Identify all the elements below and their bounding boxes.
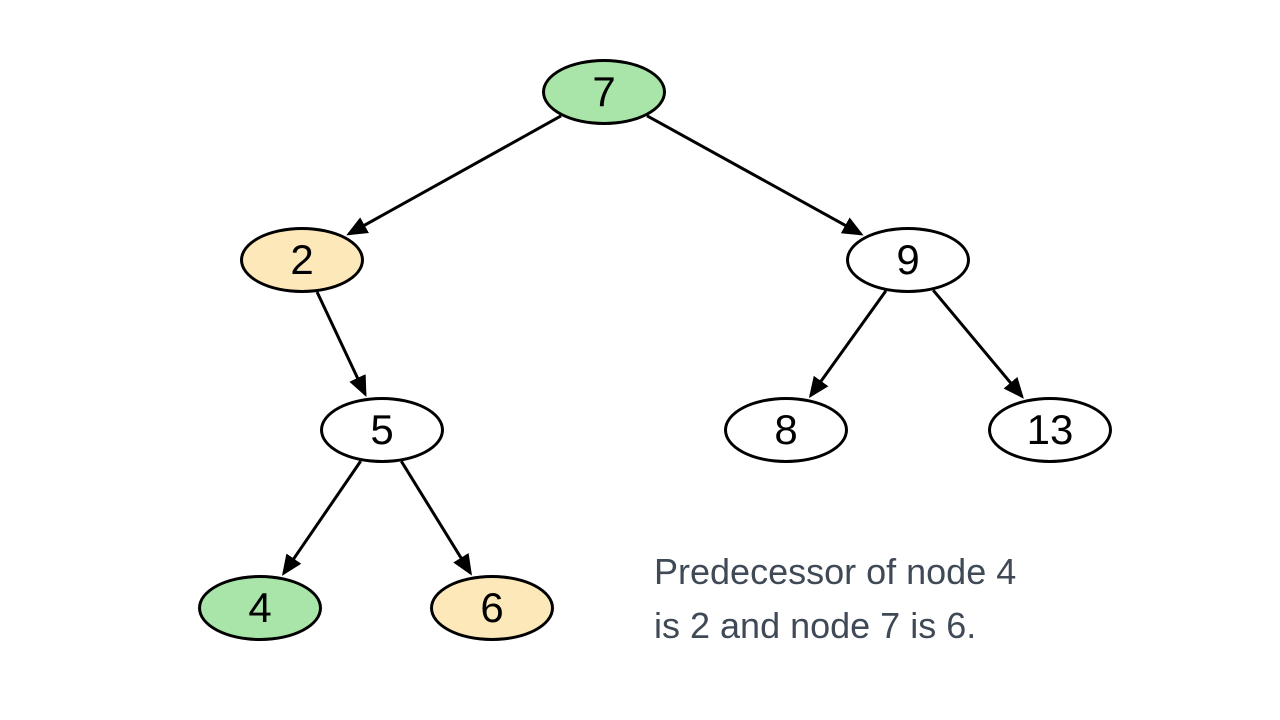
caption-line-2: is 2 and node 7 is 6. (654, 599, 1016, 653)
tree-node-9: 9 (846, 227, 970, 293)
tree-node-label: 4 (248, 584, 271, 632)
tree-edge (349, 116, 561, 234)
tree-node-label: 8 (774, 406, 797, 454)
tree-node-label: 2 (290, 236, 313, 284)
caption-text: Predecessor of node 4is 2 and node 7 is … (654, 545, 1016, 653)
tree-edge (317, 292, 365, 394)
tree-edge (401, 461, 470, 573)
tree-node-6: 6 (430, 575, 554, 641)
tree-edge (933, 290, 1022, 396)
tree-canvas: 7 2 9 5 8 13 4 6 Predecessor of node 4is 2 and n… (0, 0, 1280, 720)
tree-edge (811, 291, 886, 396)
tree-node-label: 13 (1027, 406, 1074, 454)
tree-node-label: 9 (896, 236, 919, 284)
tree-node-label: 7 (592, 68, 615, 116)
tree-edge (647, 116, 861, 234)
tree-node-8: 8 (724, 397, 848, 463)
tree-node-label: 5 (370, 406, 393, 454)
caption-line-1: Predecessor of node 4 (654, 545, 1016, 599)
tree-node-5: 5 (320, 397, 444, 463)
tree-edge (284, 461, 361, 573)
tree-node-7: 7 (542, 59, 666, 125)
tree-node-4: 4 (198, 575, 322, 641)
tree-node-2: 2 (240, 227, 364, 293)
tree-node-13: 13 (988, 397, 1112, 463)
tree-node-label: 6 (480, 584, 503, 632)
